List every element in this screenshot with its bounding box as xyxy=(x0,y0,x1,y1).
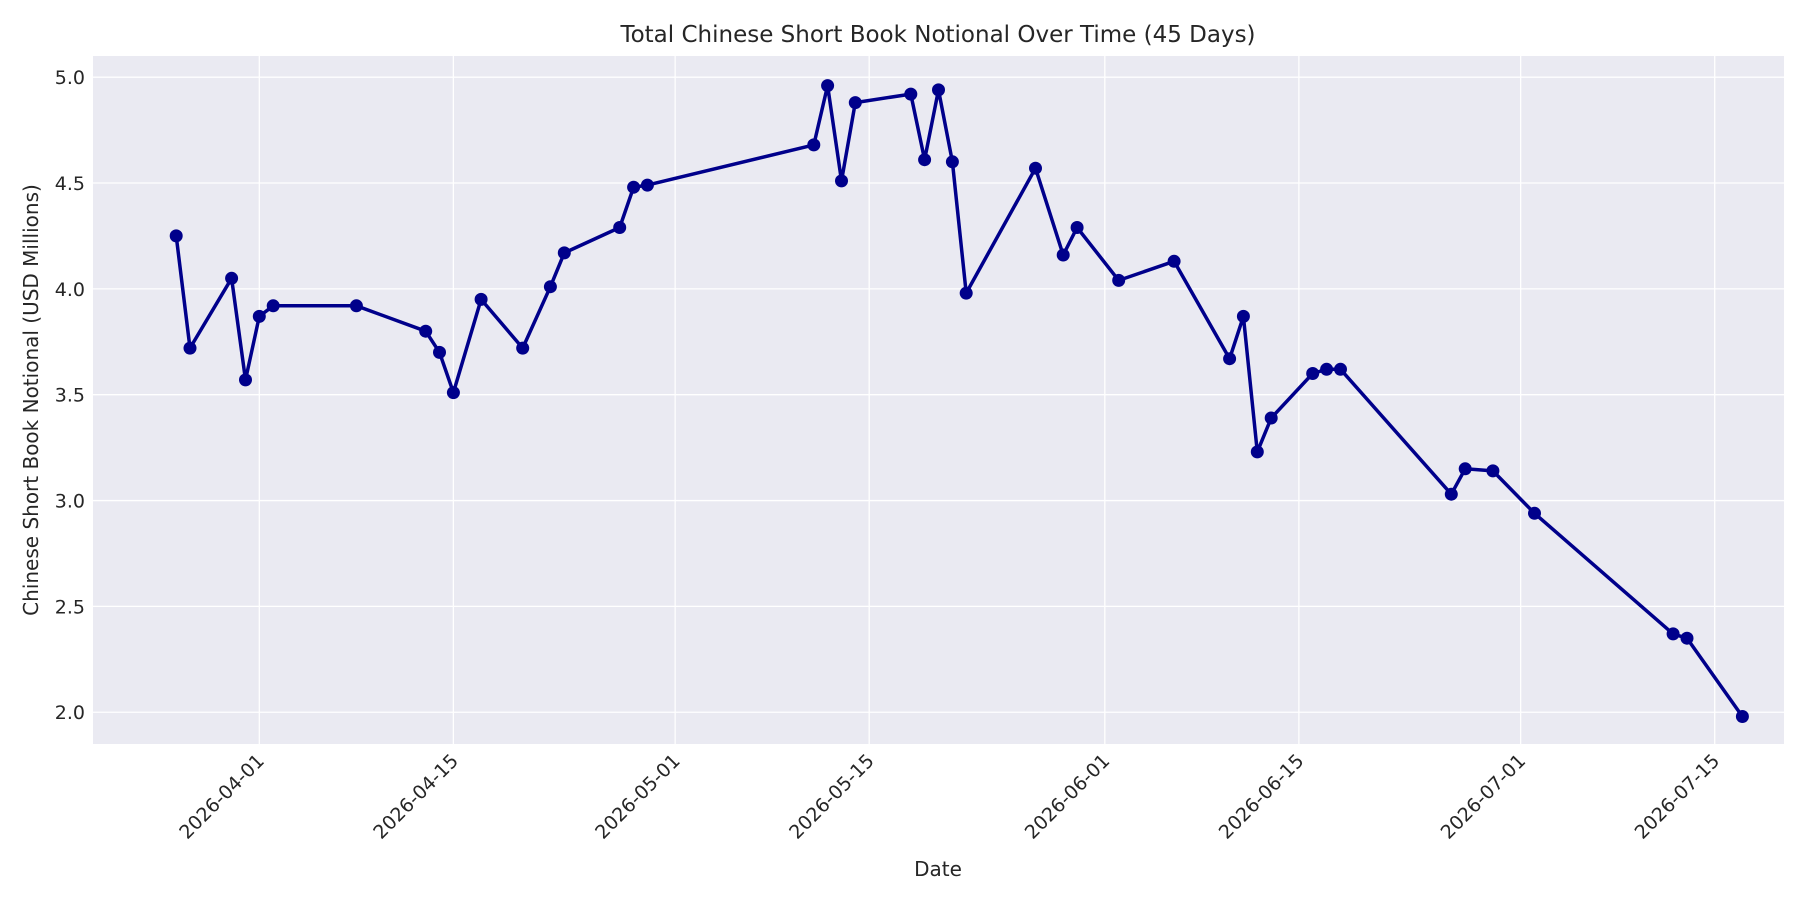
data-point xyxy=(807,138,821,152)
y-tick-label: 2.0 xyxy=(55,702,85,724)
data-point xyxy=(918,153,932,167)
data-point xyxy=(1223,352,1237,366)
data-point xyxy=(640,178,654,192)
data-point xyxy=(1458,462,1472,476)
x-tick-label: 2026-06-15 xyxy=(1215,750,1309,844)
x-tick-label: 2026-05-15 xyxy=(785,750,879,844)
data-point xyxy=(239,373,252,387)
data-point xyxy=(169,229,183,243)
data-point xyxy=(349,299,363,313)
data-point xyxy=(516,341,530,355)
data-point xyxy=(1334,362,1347,376)
data-point xyxy=(613,221,627,234)
x-tick-label: 2026-06-01 xyxy=(1021,750,1115,844)
data-point xyxy=(848,96,862,110)
chart-title: Total Chinese Short Book Notional Over T… xyxy=(619,22,1255,48)
y-axis-label: Chinese Short Book Notional (USD Million… xyxy=(19,184,43,616)
x-tick-label: 2026-04-15 xyxy=(369,750,463,844)
x-tick-label: 2026-07-15 xyxy=(1631,750,1725,844)
data-point xyxy=(474,292,488,306)
y-tick-label: 4.0 xyxy=(55,279,85,301)
data-point xyxy=(1029,161,1042,175)
y-tick-label: 3.5 xyxy=(55,385,85,407)
x-tick-label: 2026-04-01 xyxy=(175,750,269,844)
data-point xyxy=(1112,273,1126,287)
data-point xyxy=(225,271,239,285)
data-point xyxy=(1056,248,1070,262)
y-tick-label: 3.0 xyxy=(55,491,85,513)
data-point xyxy=(821,79,835,93)
x-axis-label: Date xyxy=(914,857,962,881)
data-point xyxy=(945,155,959,169)
data-point xyxy=(266,299,280,313)
data-point xyxy=(1680,631,1694,645)
data-point xyxy=(1444,487,1458,501)
y-tick-label: 5.0 xyxy=(55,67,85,89)
data-point xyxy=(252,309,266,323)
data-point xyxy=(1320,362,1334,376)
y-tick-label: 4.5 xyxy=(55,173,85,195)
data-point xyxy=(1250,445,1264,459)
data-point xyxy=(433,345,446,359)
x-axis-ticks: 2026-04-01 2026-04-15 2026-05-01 2026-05-15… xyxy=(175,750,1724,844)
data-points xyxy=(169,79,1749,723)
data-point xyxy=(1236,309,1250,323)
data-point xyxy=(446,386,460,400)
data-point xyxy=(1070,221,1084,234)
data-point xyxy=(1486,464,1500,478)
plot-area xyxy=(93,56,1784,744)
data-point xyxy=(1528,506,1541,520)
data-point xyxy=(627,180,641,194)
x-tick-label: 2026-05-01 xyxy=(591,750,685,844)
y-axis-ticks: 2.0 2.5 3.0 3.5 4.0 4.5 5.0 xyxy=(55,67,85,724)
data-point xyxy=(1264,411,1278,425)
data-point xyxy=(183,341,197,355)
data-point xyxy=(419,324,433,338)
data-point xyxy=(904,87,918,101)
data-point xyxy=(1666,627,1680,641)
data-point xyxy=(543,280,557,294)
y-tick-label: 2.5 xyxy=(55,596,85,618)
data-point xyxy=(557,246,571,260)
data-point xyxy=(1167,254,1181,268)
grid xyxy=(93,56,1784,744)
data-point xyxy=(1306,367,1320,380)
data-point xyxy=(1735,710,1749,723)
x-tick-label: 2026-07-01 xyxy=(1437,750,1531,844)
data-point xyxy=(959,286,973,300)
data-point xyxy=(932,83,945,97)
data-point xyxy=(835,174,848,188)
